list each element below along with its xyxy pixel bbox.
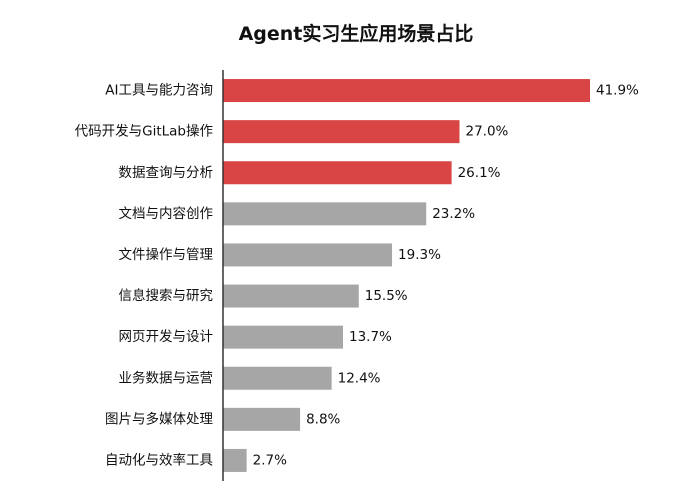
bar	[223, 284, 359, 308]
category-label: 自动化与效率工具	[105, 451, 213, 468]
value-label: 19.3%	[398, 247, 441, 263]
bar	[223, 243, 393, 267]
category-label: 文件操作与管理	[119, 247, 214, 263]
category-label: 代码开发与GitLab操作	[75, 124, 213, 140]
bar	[223, 407, 301, 431]
category-label: 业务数据与运营	[119, 370, 214, 386]
value-label: 12.4%	[338, 370, 381, 386]
value-label: 2.7%	[253, 452, 287, 468]
category-label: 数据查询与分析	[119, 165, 214, 181]
category-label: 信息搜索与研究	[119, 287, 214, 304]
bar	[223, 202, 427, 226]
value-label: 13.7%	[349, 329, 392, 345]
bar	[223, 325, 343, 349]
chart-title: Agent实习生应用场景占比	[239, 22, 474, 45]
value-label: 41.9%	[596, 83, 639, 99]
value-label: 15.5%	[365, 288, 408, 304]
bar	[223, 161, 452, 185]
bar	[223, 366, 332, 390]
bars-group: AI工具与能力咨询 41.9% 代码开发与GitLab操作 27.0% 数据查询与分析 2…	[75, 79, 639, 472]
value-label: 8.8%	[306, 411, 340, 427]
bar	[223, 79, 590, 103]
category-label: AI工具与能力咨询	[105, 83, 213, 99]
value-label: 26.1%	[458, 165, 501, 181]
category-label: 图片与多媒体处理	[105, 410, 213, 427]
category-label: 文档与内容创作	[119, 205, 214, 222]
bar	[223, 448, 247, 472]
value-label: 23.2%	[432, 206, 475, 222]
category-label: 网页开发与设计	[119, 329, 214, 345]
bar	[223, 120, 460, 144]
value-label: 27.0%	[465, 124, 508, 140]
